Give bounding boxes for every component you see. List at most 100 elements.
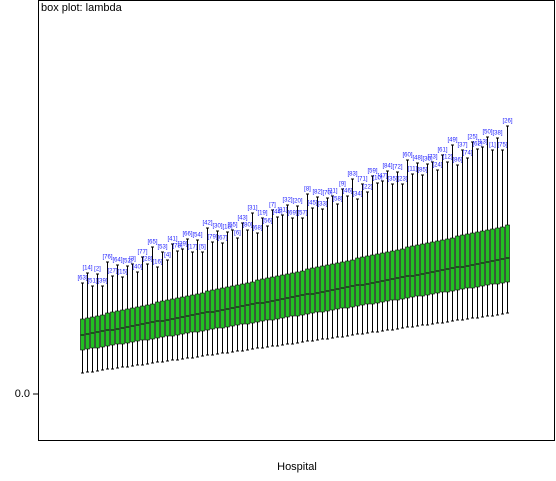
box xyxy=(430,241,435,295)
box xyxy=(420,243,425,297)
box xyxy=(215,288,220,329)
box-label: [22] xyxy=(362,185,372,191)
box-label: [21] xyxy=(327,189,337,195)
x-axis-label: Hospital xyxy=(277,461,317,473)
box-label: [5] xyxy=(199,245,206,251)
box-label: [81] xyxy=(277,208,287,214)
box xyxy=(345,260,350,309)
box-label: [45] xyxy=(307,201,317,207)
box-label: [13] xyxy=(477,140,487,146)
box-label: [20] xyxy=(292,199,302,205)
box-label: [24] xyxy=(432,163,442,169)
box-label: [49] xyxy=(447,138,457,144)
box-label: [52] xyxy=(122,259,132,265)
box-label: [12] xyxy=(442,155,452,161)
box-label: [3] xyxy=(129,257,136,263)
box-label: [62] xyxy=(472,142,482,148)
box xyxy=(300,270,305,316)
box xyxy=(375,253,380,304)
box xyxy=(425,242,430,296)
box xyxy=(405,246,410,299)
box-label: [14] xyxy=(82,266,92,272)
box-label: [23] xyxy=(397,177,407,183)
box-label: [75] xyxy=(497,143,507,149)
box-label: [58] xyxy=(332,197,342,203)
box xyxy=(155,301,160,339)
chart-title: box plot: lambda xyxy=(41,2,123,14)
box-label: [32] xyxy=(282,198,292,204)
box-label: [39] xyxy=(97,279,107,285)
box-label: [37] xyxy=(457,143,467,149)
box xyxy=(250,281,255,324)
box xyxy=(235,284,240,326)
box xyxy=(435,240,440,294)
box xyxy=(315,266,320,313)
box-label: [41] xyxy=(167,237,177,243)
box-label: [26] xyxy=(502,119,512,125)
box xyxy=(335,262,340,310)
box-label: [2] xyxy=(94,267,101,273)
box-label: [74] xyxy=(462,151,472,157)
box xyxy=(265,277,270,321)
box xyxy=(390,250,395,301)
box-label: [51] xyxy=(87,279,97,285)
box xyxy=(255,279,260,323)
box xyxy=(450,237,455,292)
box-label: [36] xyxy=(422,157,432,163)
box-label: [86] xyxy=(452,158,462,164)
box-label: [7] xyxy=(269,203,276,209)
box xyxy=(415,244,420,297)
box xyxy=(115,310,120,345)
box-label: [66] xyxy=(182,232,192,238)
box xyxy=(385,251,390,302)
box xyxy=(195,293,200,333)
box-label: [43] xyxy=(237,216,247,222)
box-label: [6] xyxy=(234,231,241,237)
box-label: [56] xyxy=(262,219,272,225)
box-label: [72] xyxy=(392,165,402,171)
box-label: [61] xyxy=(437,148,447,154)
box-label: [47] xyxy=(377,174,387,180)
box xyxy=(485,229,490,286)
box-label: [85] xyxy=(417,168,427,174)
box-label: [76] xyxy=(102,255,112,261)
box xyxy=(355,257,360,307)
box-label: [82] xyxy=(312,190,322,196)
box xyxy=(490,228,495,285)
box-label: [18] xyxy=(222,225,232,231)
box-label: [68] xyxy=(252,226,262,232)
box-label: [40] xyxy=(132,265,142,271)
box xyxy=(395,249,400,301)
box xyxy=(480,230,485,287)
box-label: [73] xyxy=(427,155,437,161)
box-label: [27] xyxy=(107,269,117,275)
box xyxy=(470,232,475,289)
box-label: [1] xyxy=(489,143,496,149)
box-label: [77] xyxy=(137,250,147,256)
box-label: [30] xyxy=(212,224,222,230)
box xyxy=(140,305,145,341)
box-label: [67] xyxy=(217,236,227,242)
box xyxy=(440,239,445,293)
box xyxy=(365,255,370,305)
box xyxy=(125,308,130,344)
box xyxy=(500,226,505,284)
box xyxy=(110,311,115,346)
box xyxy=(240,283,245,325)
box-label: [60] xyxy=(402,153,412,159)
box xyxy=(175,297,180,336)
box xyxy=(360,256,365,306)
box xyxy=(465,233,470,289)
box-label: [59] xyxy=(367,169,377,175)
box xyxy=(325,264,330,312)
box-label: [25] xyxy=(467,135,477,141)
box-label: [9] xyxy=(339,182,346,188)
box xyxy=(460,234,465,290)
box-label: [38] xyxy=(492,131,502,137)
box-label: [65] xyxy=(147,240,157,246)
box-label: [46] xyxy=(342,189,352,195)
box-label: [64] xyxy=(112,258,122,264)
box-label: [17] xyxy=(187,245,197,251)
box-label: [55] xyxy=(227,223,237,229)
box xyxy=(190,294,195,333)
